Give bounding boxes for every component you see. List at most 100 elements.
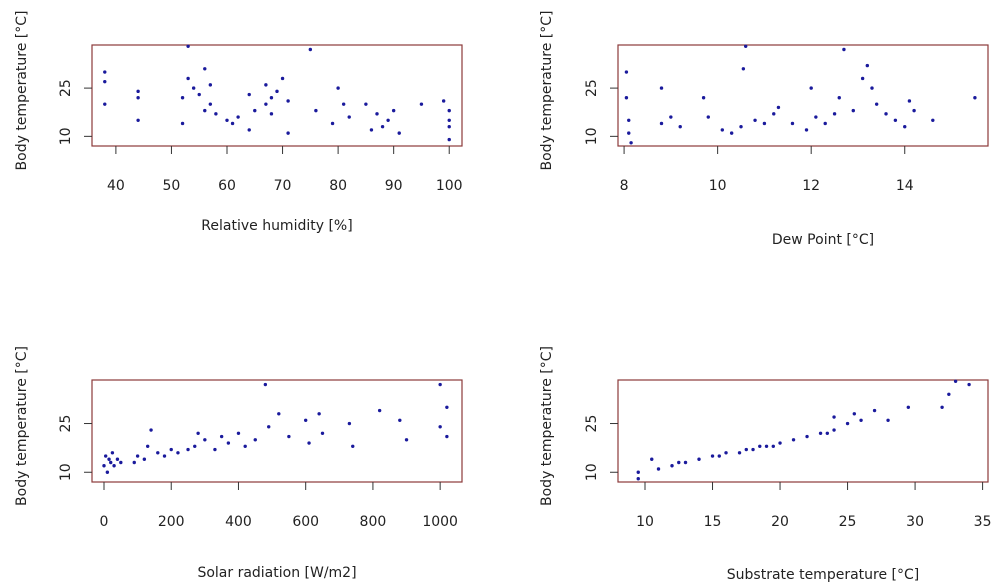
point bbox=[636, 477, 640, 481]
point bbox=[764, 444, 769, 448]
point bbox=[135, 454, 140, 458]
point bbox=[940, 405, 944, 409]
y-axis-label: Body temperature [°C] bbox=[539, 11, 555, 171]
point bbox=[347, 115, 351, 119]
point bbox=[380, 125, 385, 129]
point bbox=[320, 431, 325, 435]
point bbox=[650, 457, 654, 461]
point bbox=[832, 428, 836, 432]
point bbox=[180, 121, 185, 126]
point bbox=[347, 421, 352, 426]
point bbox=[253, 438, 257, 442]
point bbox=[203, 67, 207, 71]
point bbox=[397, 131, 401, 135]
point bbox=[132, 460, 136, 465]
point bbox=[697, 457, 701, 461]
point bbox=[669, 115, 673, 119]
x-tick-label: 400 bbox=[225, 514, 252, 530]
point bbox=[287, 434, 291, 439]
point bbox=[870, 86, 874, 90]
x-tick-label: 800 bbox=[360, 514, 387, 530]
point bbox=[112, 464, 116, 468]
point bbox=[701, 96, 706, 100]
point bbox=[214, 112, 218, 116]
point bbox=[912, 108, 916, 113]
point bbox=[837, 96, 841, 100]
point bbox=[893, 118, 898, 122]
point bbox=[953, 379, 958, 383]
point bbox=[364, 102, 368, 106]
x-tick-label: 200 bbox=[158, 514, 185, 530]
point bbox=[286, 131, 290, 135]
point bbox=[303, 418, 308, 422]
x-tick-label: 10 bbox=[636, 514, 654, 530]
point bbox=[142, 457, 147, 461]
point bbox=[109, 460, 113, 465]
point bbox=[149, 428, 153, 432]
point bbox=[280, 76, 285, 81]
point bbox=[670, 464, 674, 468]
point bbox=[627, 118, 631, 122]
point bbox=[269, 96, 274, 100]
point bbox=[317, 412, 321, 416]
point bbox=[751, 447, 755, 452]
point bbox=[717, 454, 721, 458]
y-axis-label: Body temperature [°C] bbox=[539, 346, 555, 506]
point bbox=[236, 115, 240, 119]
point bbox=[729, 131, 734, 135]
point bbox=[776, 105, 781, 110]
point bbox=[208, 102, 213, 106]
point bbox=[196, 431, 200, 435]
point bbox=[805, 434, 809, 439]
point bbox=[753, 118, 757, 122]
x-tick-label: 8 bbox=[620, 178, 629, 194]
point bbox=[724, 451, 728, 455]
point bbox=[230, 121, 235, 126]
point bbox=[226, 441, 231, 445]
x-tick-label: 1000 bbox=[422, 514, 458, 530]
point bbox=[677, 460, 681, 465]
point bbox=[907, 99, 912, 103]
point bbox=[629, 141, 633, 145]
point bbox=[203, 108, 207, 113]
point bbox=[377, 408, 382, 413]
point bbox=[341, 102, 346, 106]
point bbox=[404, 438, 409, 442]
point bbox=[247, 128, 251, 132]
point bbox=[186, 44, 190, 48]
point bbox=[859, 418, 863, 422]
point bbox=[778, 441, 782, 445]
x-tick-label: 80 bbox=[329, 178, 347, 194]
point bbox=[277, 412, 281, 416]
point bbox=[186, 447, 190, 452]
point bbox=[419, 102, 424, 106]
point bbox=[307, 441, 311, 445]
y-tick-label: 25 bbox=[584, 415, 600, 433]
point bbox=[447, 118, 451, 122]
point bbox=[336, 86, 340, 90]
point bbox=[197, 92, 201, 97]
point bbox=[103, 70, 107, 74]
y-axis-label: Body temperature [°C] bbox=[14, 11, 30, 171]
point bbox=[264, 83, 268, 87]
point bbox=[186, 76, 190, 81]
point bbox=[818, 431, 823, 435]
point bbox=[445, 434, 449, 439]
point bbox=[845, 421, 850, 426]
point bbox=[872, 408, 877, 413]
point bbox=[115, 457, 120, 461]
point bbox=[706, 115, 710, 119]
point bbox=[314, 108, 318, 113]
point bbox=[851, 108, 855, 113]
x-tick-label: 50 bbox=[163, 178, 181, 194]
point bbox=[308, 47, 313, 52]
point bbox=[791, 438, 796, 442]
point bbox=[744, 447, 748, 452]
point bbox=[832, 415, 836, 419]
point bbox=[772, 112, 776, 116]
point bbox=[737, 451, 742, 455]
point bbox=[931, 118, 935, 122]
point bbox=[398, 418, 402, 422]
point bbox=[438, 425, 442, 429]
point bbox=[193, 444, 197, 448]
